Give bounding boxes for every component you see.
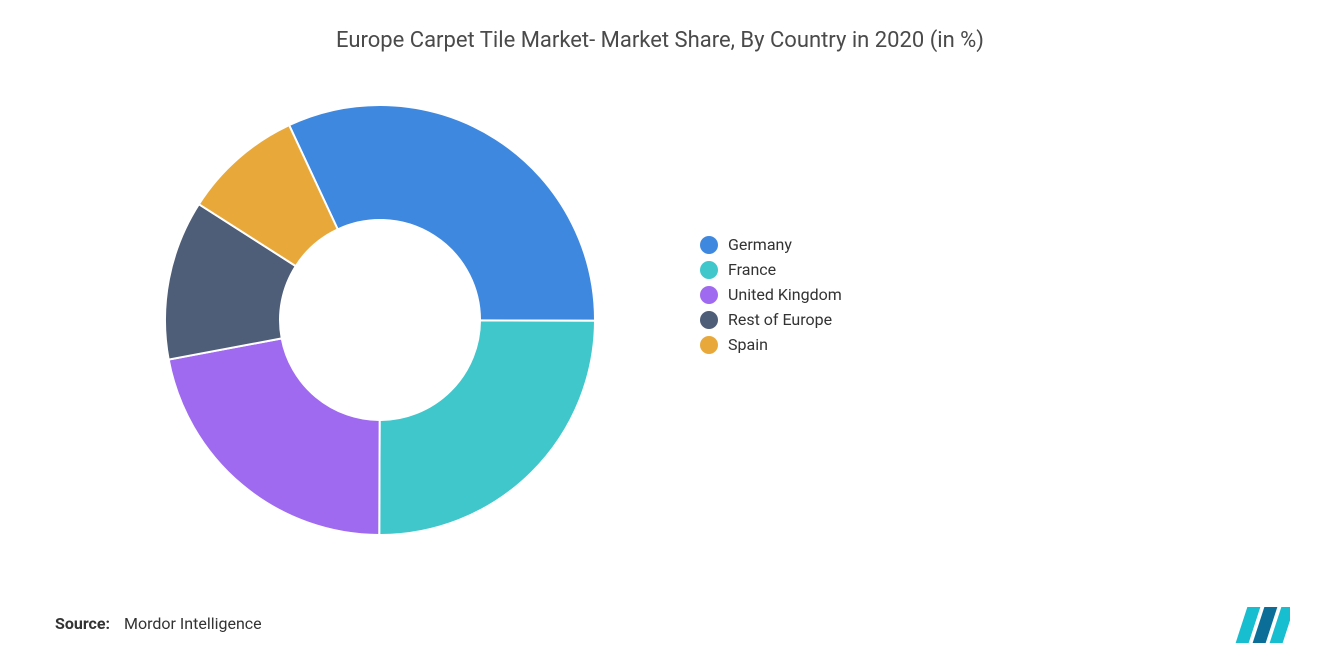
logo-svg: [1234, 605, 1290, 645]
mordor-logo-icon: [1234, 605, 1290, 645]
source-line: Source: Mordor Intelligence: [55, 614, 262, 633]
legend-item: Rest of Europe: [700, 310, 842, 329]
donut-svg: [165, 105, 595, 535]
source-text: Mordor Intelligence: [124, 614, 262, 633]
legend-swatch-icon: [700, 236, 718, 254]
legend-swatch-icon: [700, 336, 718, 354]
chart-title: Europe Carpet Tile Market- Market Share,…: [0, 28, 1320, 53]
legend-label: Spain: [728, 335, 768, 354]
chart-legend: Germany France United Kingdom Rest of Europ…: [700, 235, 842, 354]
legend-label: Rest of Europe: [728, 310, 832, 329]
legend-swatch-icon: [700, 286, 718, 304]
donut-chart: [165, 105, 595, 535]
source-label: Source:: [55, 614, 110, 633]
legend-label: France: [728, 260, 776, 279]
legend-item: France: [700, 260, 842, 279]
legend-item: United Kingdom: [700, 285, 842, 304]
legend-swatch-icon: [700, 261, 718, 279]
legend-item: Germany: [700, 235, 842, 254]
legend-label: United Kingdom: [728, 285, 842, 304]
donut-hole: [280, 220, 480, 420]
legend-label: Germany: [728, 235, 792, 254]
legend-item: Spain: [700, 335, 842, 354]
legend-swatch-icon: [700, 311, 718, 329]
